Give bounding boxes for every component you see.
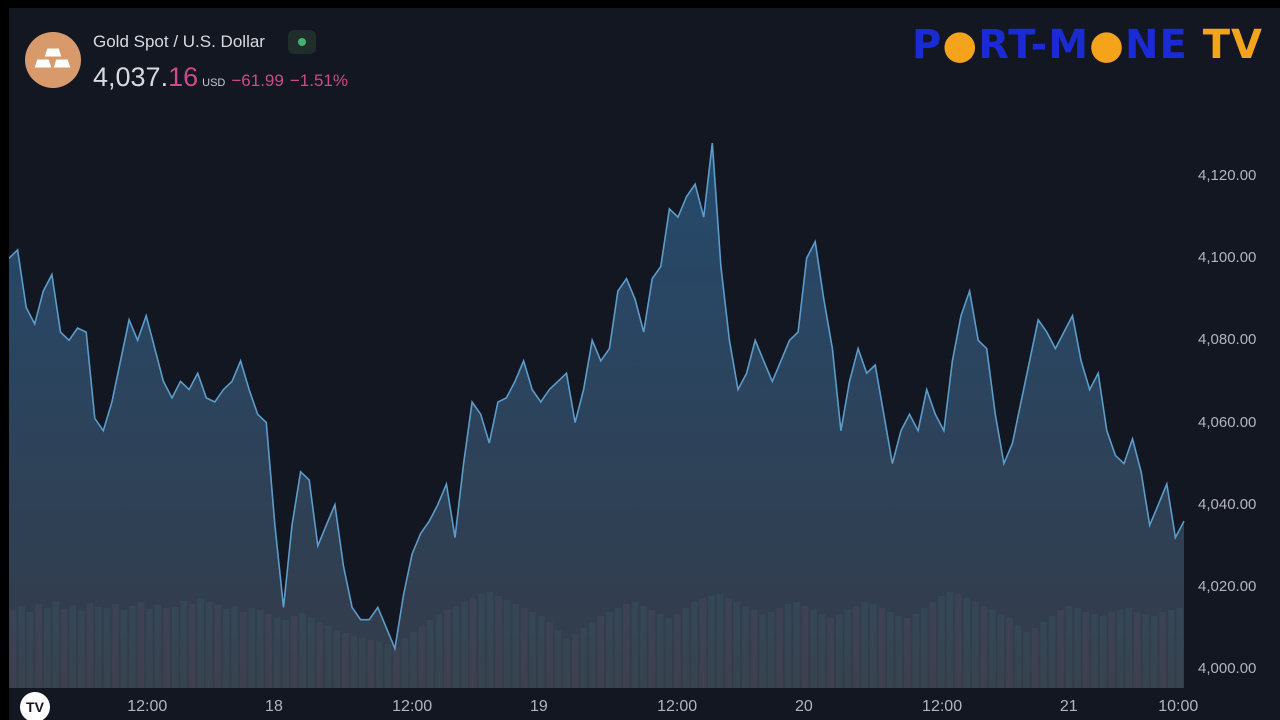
price-row: 4,037.16 USD −61.99 −1.51% bbox=[93, 62, 348, 93]
x-tick-label: 10:00 bbox=[1158, 698, 1199, 715]
x-tick-label: 21 bbox=[1059, 698, 1078, 715]
symbol-header: Gold Spot / U.S. Dollar 4,037.16 USD −61.9… bbox=[25, 30, 445, 93]
market-open-icon bbox=[298, 38, 306, 46]
y-tick-label: 4,060.00 bbox=[1198, 413, 1257, 431]
price-line bbox=[8, 143, 1185, 652]
y-tick-label: 4,120.00 bbox=[1198, 167, 1257, 184]
y-tick-label: 4,040.00 bbox=[1198, 495, 1257, 513]
tradingview-logo-icon[interactable]: TV bbox=[20, 692, 50, 720]
price-currency: USD bbox=[202, 77, 226, 89]
market-status-badge[interactable] bbox=[288, 30, 316, 54]
x-tick-label: 12:00 bbox=[127, 698, 168, 715]
x-tick-label: 20 bbox=[794, 698, 813, 715]
price-change: −61.99 bbox=[231, 71, 284, 90]
x-tick-label: 12:00 bbox=[922, 698, 963, 715]
price-main: 4,037. bbox=[93, 62, 169, 92]
x-tick-label: 12:00 bbox=[392, 698, 433, 715]
y-tick-label: 4,020.00 bbox=[1198, 577, 1257, 595]
x-tick-label: 12:00 bbox=[657, 698, 698, 715]
x-tick-label: 19 bbox=[529, 698, 548, 715]
price-change-percent: −1.51% bbox=[289, 71, 348, 90]
gold-bars-icon[interactable] bbox=[25, 32, 81, 88]
y-tick-label: 4,100.00 bbox=[1198, 249, 1257, 267]
y-tick-label: 4,080.00 bbox=[1198, 331, 1257, 349]
brand-logo: P●RT-M●NE TV bbox=[912, 22, 1263, 68]
price-area-fill bbox=[9, 143, 1184, 689]
price-decimals: 16 bbox=[168, 62, 199, 92]
frame-border bbox=[0, 0, 1280, 8]
symbol-name[interactable]: Gold Spot / U.S. Dollar bbox=[93, 32, 265, 51]
frame-border bbox=[0, 0, 9, 720]
x-tick-label: 18 bbox=[265, 698, 283, 715]
y-tick-label: 4,000.00 bbox=[1198, 660, 1257, 677]
